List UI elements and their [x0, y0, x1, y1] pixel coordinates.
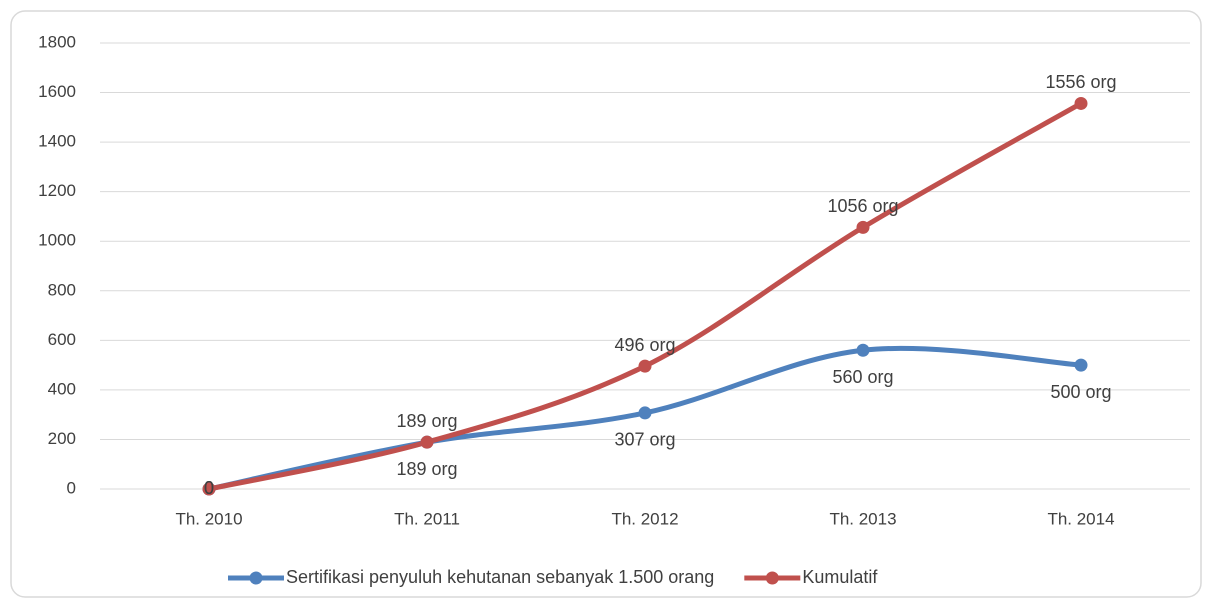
y-tick-label: 1600: [38, 82, 76, 101]
data-point: [856, 343, 870, 357]
legend-label: Kumulatif: [802, 567, 878, 587]
y-tick-label: 1200: [38, 181, 76, 200]
data-point: [420, 435, 434, 449]
data-point: [638, 359, 652, 373]
data-label: 500 org: [1050, 382, 1111, 402]
data-point: [856, 220, 870, 234]
y-tick-label: 800: [48, 280, 76, 299]
x-tick-label: Th. 2010: [175, 509, 242, 528]
data-label: 1556 org: [1045, 72, 1116, 92]
y-tick-label: 1400: [38, 132, 76, 151]
data-label: 0: [204, 478, 214, 498]
y-tick-label: 600: [48, 330, 76, 349]
data-label: 1056 org: [827, 196, 898, 216]
data-point: [1074, 96, 1088, 110]
data-point: [1074, 358, 1088, 372]
legend-marker: [249, 571, 263, 585]
data-label: 189 org: [396, 459, 457, 479]
y-tick-label: 1000: [38, 231, 76, 250]
y-tick-label: 400: [48, 379, 76, 398]
x-tick-label: Th. 2014: [1047, 509, 1114, 528]
y-tick-label: 0: [67, 478, 76, 497]
legend-marker: [765, 571, 779, 585]
x-tick-label: Th. 2011: [394, 509, 460, 528]
y-tick-label: 200: [48, 429, 76, 448]
data-label: 560 org: [832, 367, 893, 387]
y-tick-label: 1800: [38, 32, 76, 51]
data-point: [202, 482, 216, 496]
legend-label: Sertifikasi penyuluh kehutanan sebanyak …: [286, 567, 714, 587]
x-tick-label: Th. 2013: [829, 509, 896, 528]
chart-frame: [10, 10, 1202, 598]
data-label: 0: [204, 478, 214, 498]
x-tick-label: Th. 2012: [611, 509, 678, 528]
data-label: 496 org: [614, 335, 675, 355]
data-label: 307 org: [614, 430, 675, 450]
data-point: [638, 406, 652, 420]
data-label: 189 org: [396, 411, 457, 431]
